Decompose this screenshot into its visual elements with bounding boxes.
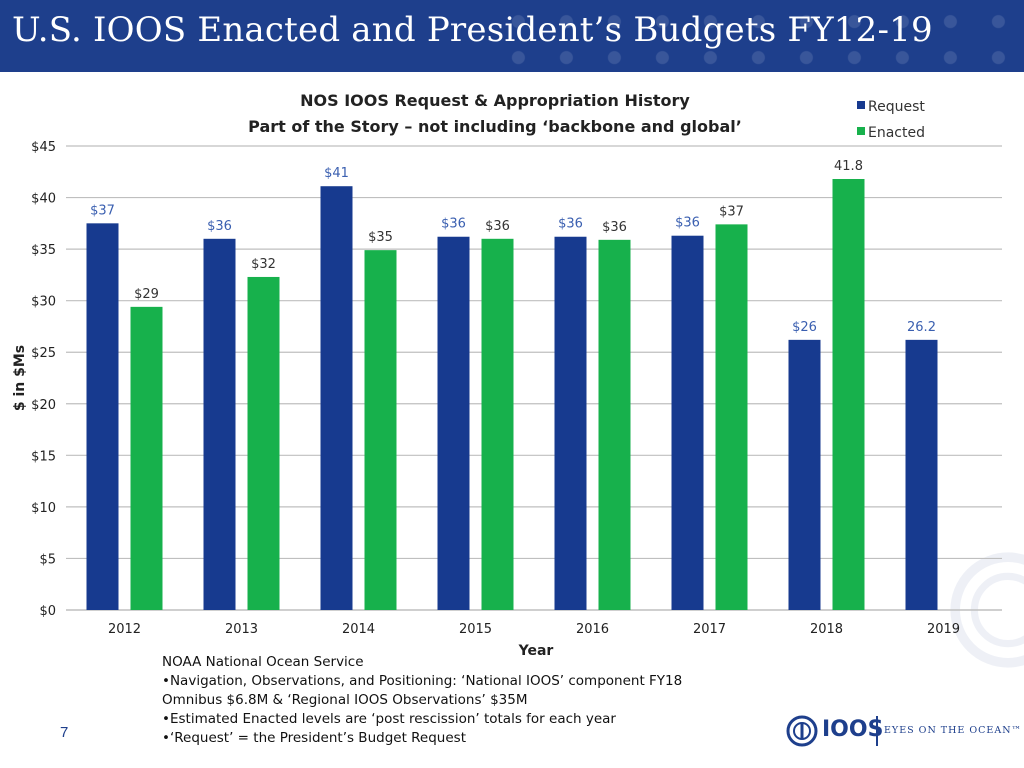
legend-swatch-request xyxy=(857,101,865,109)
data-label-enacted: 41.8 xyxy=(834,159,863,174)
logo-divider xyxy=(876,716,878,746)
header-bar: U.S. IOOS Enacted and President’s Budget… xyxy=(0,0,1024,72)
bars-layer xyxy=(86,178,938,611)
page-number: 7 xyxy=(60,724,69,741)
x-tick-label: 2016 xyxy=(576,622,609,637)
chart-title: NOS IOOS Request & Appropriation History xyxy=(300,91,690,110)
chart-subtitle: Part of the Story – not including ‘backb… xyxy=(248,117,742,136)
bar-request xyxy=(671,235,704,610)
bar-request xyxy=(437,236,470,610)
note-line: •Estimated Enacted levels are ‘post resc… xyxy=(162,711,616,727)
data-label-enacted: $36 xyxy=(602,220,627,235)
page-title: U.S. IOOS Enacted and President’s Budget… xyxy=(12,10,933,50)
note-line: •Navigation, Observations, and Positioni… xyxy=(162,673,683,689)
data-label-request: $41 xyxy=(324,166,349,181)
x-tick-label: 2013 xyxy=(225,622,258,637)
y-axis-title: $ in $Ms xyxy=(12,345,28,411)
data-label-enacted: $36 xyxy=(485,219,510,234)
bar-request xyxy=(203,238,236,611)
header-pattern xyxy=(504,0,1024,72)
labels-layer: $37 $29 $36 $32 $41 $35 $36 $36 $36 $36 $36 $37 $26 4… xyxy=(90,159,936,335)
data-label-request: $37 xyxy=(90,203,115,218)
bar-request xyxy=(320,186,353,611)
logo-tagline: EYES ON THE OCEAN™ xyxy=(884,725,1023,736)
data-label-request: $36 xyxy=(207,219,232,234)
data-label-enacted: $37 xyxy=(719,204,744,219)
y-tick-label: $5 xyxy=(39,552,56,567)
y-tick-label: $45 xyxy=(31,140,56,155)
note-line: •‘Request’ = the President’s Budget Requ… xyxy=(162,730,466,746)
legend: Request Enacted xyxy=(857,99,925,141)
bar-request xyxy=(788,339,821,610)
x-axis-title: Year xyxy=(518,643,554,659)
bar-enacted xyxy=(481,238,514,611)
legend-swatch-enacted xyxy=(857,127,865,135)
bar-enacted xyxy=(715,224,748,610)
bar-enacted xyxy=(247,276,280,610)
data-label-request: $36 xyxy=(675,216,700,231)
x-tick-label: 2012 xyxy=(108,622,141,637)
ioos-logo-icon xyxy=(786,715,818,747)
y-tick-label: $40 xyxy=(31,192,56,207)
x-tick-label: 2019 xyxy=(927,622,960,637)
data-label-enacted: $35 xyxy=(368,230,393,245)
y-tick-label: $15 xyxy=(31,449,56,464)
data-label-request: $36 xyxy=(441,217,466,232)
y-tick-label: $25 xyxy=(31,346,56,361)
x-tick-label: 2014 xyxy=(342,622,375,637)
footnotes: NOAA National Ocean Service •Navigation,… xyxy=(162,653,782,748)
data-label-request: $36 xyxy=(558,217,583,232)
bar-enacted xyxy=(832,178,865,611)
legend-label-enacted: Enacted xyxy=(868,125,925,141)
note-line: Omnibus $6.8M & ‘Regional IOOS Observati… xyxy=(162,692,528,708)
data-label-request: $26 xyxy=(792,320,817,335)
logo-wordmark: IOOS xyxy=(822,717,884,742)
y-tick-label: $10 xyxy=(31,501,56,516)
bar-request xyxy=(554,236,587,610)
y-tick-label: $30 xyxy=(31,295,56,310)
bar-request xyxy=(86,223,119,611)
x-tick-label: 2017 xyxy=(693,622,726,637)
x-tick-label: 2015 xyxy=(459,622,492,637)
bar-enacted xyxy=(364,250,397,611)
bar-request xyxy=(905,339,938,610)
bar-enacted xyxy=(130,306,163,610)
note-line: NOAA National Ocean Service xyxy=(162,654,364,670)
bar-enacted xyxy=(598,239,631,610)
x-tick-label: 2018 xyxy=(810,622,843,637)
y-tick-label: $20 xyxy=(31,398,56,413)
y-tick-label: $0 xyxy=(39,604,56,619)
data-label-enacted: $32 xyxy=(251,257,276,272)
ioos-logo: IOOS EYES ON THE OCEAN™ xyxy=(786,714,1021,750)
data-label-request: 26.2 xyxy=(907,320,936,335)
y-tick-label: $35 xyxy=(31,243,56,258)
legend-label-request: Request xyxy=(868,99,925,115)
data-label-enacted: $29 xyxy=(134,287,159,302)
axis-layer: $0 $5 $10 $15 $20 $25 $30 $35 $40 $45 2012 2013 2014… xyxy=(12,140,960,659)
